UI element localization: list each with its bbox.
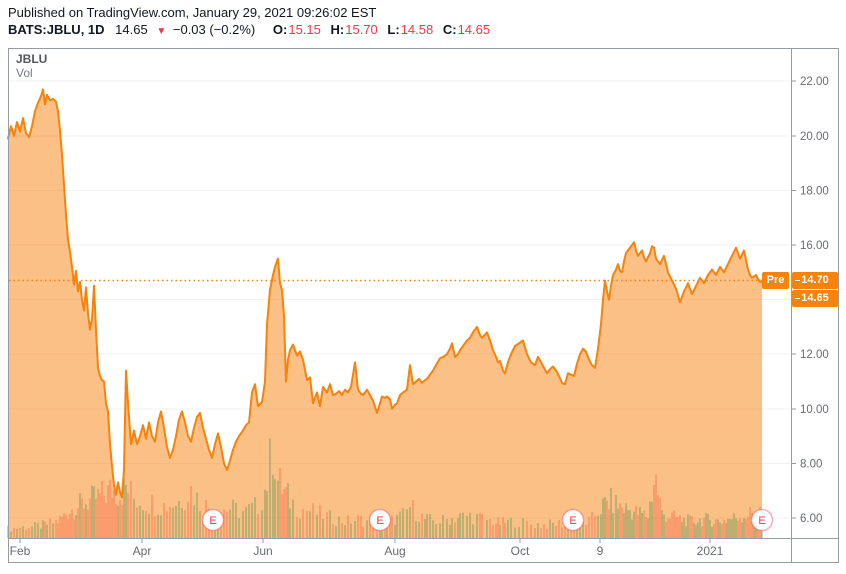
last-price-badge: 14.65 <box>792 290 838 307</box>
legend-symbol: JBLU <box>16 52 48 66</box>
price-axis-label: 12.00 <box>800 349 829 361</box>
time-axis-label: Oct <box>511 544 530 558</box>
close-label: C: <box>442 22 457 37</box>
earnings-marker[interactable]: E <box>368 508 392 532</box>
chart-frame <box>8 48 839 563</box>
legend-volume-indicator: Vol <box>16 66 33 80</box>
price-axis-label: 22.00 <box>800 76 829 88</box>
price-area <box>8 89 762 539</box>
open-label: O: <box>272 22 288 37</box>
time-axis-label: 2021 <box>697 544 724 558</box>
price-axis-label: 6.00 <box>800 513 822 525</box>
symbol-ohlc-line: BATS:JBLU, 1D 14.65 ▼ −0.03 (−0.2%) O:15… <box>8 22 490 37</box>
earnings-marker-letter: E <box>209 515 216 527</box>
earnings-marker[interactable]: E <box>561 508 585 532</box>
price-line <box>7 88 763 499</box>
pane-legend: JBLU Vol <box>16 52 47 81</box>
price-axis-label: 20.00 <box>800 131 829 143</box>
low-label: L: <box>387 22 400 37</box>
pre-market-badge: Pre <box>762 272 789 289</box>
price-change: −0.03 (−0.2%) <box>172 22 256 37</box>
down-triangle-icon: ▼ <box>156 26 167 37</box>
earnings-marker-letter: E <box>758 515 765 527</box>
earnings-marker[interactable]: E <box>750 508 774 532</box>
pre-market-price-badge: 14.70 <box>792 272 838 289</box>
price-axis-label: 10.00 <box>800 404 829 416</box>
earnings-marker[interactable]: E <box>201 508 225 532</box>
high-value: 15.70 <box>345 22 378 37</box>
earnings-marker-letter: E <box>569 515 576 527</box>
close-value: 14.65 <box>457 22 491 37</box>
time-axis-label: Aug <box>384 544 405 558</box>
time-axis-label: Apr <box>133 544 152 558</box>
time-axis-label: Jun <box>253 544 272 558</box>
earnings-marker-letter: E <box>376 515 383 527</box>
price-axis-label: 18.00 <box>800 185 829 197</box>
time-axis-label: Feb <box>10 544 31 558</box>
time-axis-label: 9 <box>597 544 604 558</box>
open-value: 15.15 <box>288 22 321 37</box>
low-value: 14.58 <box>400 22 434 37</box>
volume-bars <box>7 438 763 538</box>
symbol-interval: BATS:JBLU, 1D <box>8 22 105 37</box>
last-price: 14.65 <box>115 22 148 37</box>
price-axis-label: 8.00 <box>800 458 822 470</box>
high-label: H: <box>330 22 345 37</box>
published-line: Published on TradingView.com, January 29… <box>8 5 377 20</box>
price-axis-label: 16.00 <box>800 240 829 252</box>
